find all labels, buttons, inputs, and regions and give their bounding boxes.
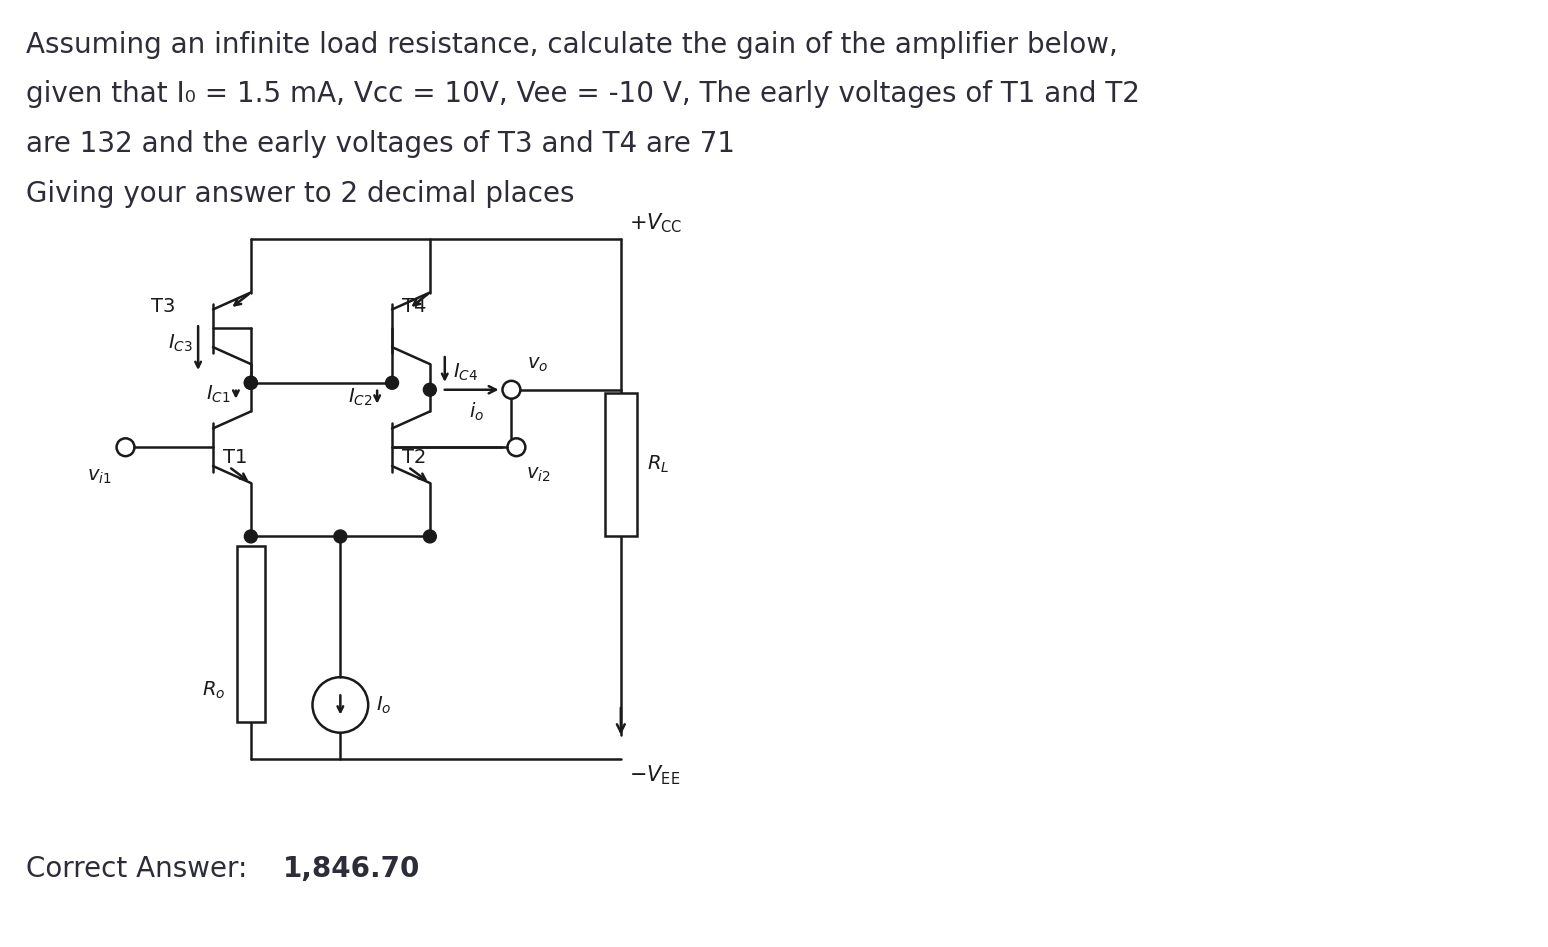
Text: $v_{i2}$: $v_{i2}$	[526, 466, 551, 485]
Text: T2: T2	[402, 448, 426, 467]
Circle shape	[245, 376, 257, 389]
Circle shape	[245, 376, 257, 389]
Text: $I_{C1}$: $I_{C1}$	[206, 384, 231, 405]
Text: Correct Answer:: Correct Answer:	[26, 855, 248, 884]
Text: $I_o$: $I_o$	[376, 694, 392, 716]
Text: $I_{C4}$: $I_{C4}$	[452, 362, 478, 383]
Text: T1: T1	[223, 448, 248, 467]
Bar	[237, 546, 265, 722]
Text: T4: T4	[402, 297, 426, 316]
Text: $R_o$: $R_o$	[201, 679, 224, 701]
Text: $R_L$: $R_L$	[647, 454, 669, 475]
Text: $I_{C3}$: $I_{C3}$	[169, 332, 194, 354]
Circle shape	[424, 530, 437, 543]
Circle shape	[334, 530, 347, 543]
Circle shape	[385, 376, 398, 389]
Text: Giving your answer to 2 decimal places: Giving your answer to 2 decimal places	[26, 180, 574, 207]
Text: $v_o$: $v_o$	[528, 355, 548, 374]
Text: $v_{i1}$: $v_{i1}$	[87, 468, 111, 487]
Text: $i_o$: $i_o$	[469, 401, 485, 422]
Text: $I_{C2}$: $I_{C2}$	[348, 386, 372, 408]
Circle shape	[424, 384, 437, 396]
Text: $-V_{\rm EE}$: $-V_{\rm EE}$	[628, 763, 680, 787]
Circle shape	[245, 530, 257, 543]
Text: T3: T3	[150, 297, 175, 316]
Text: $+V_{\rm CC}$: $+V_{\rm CC}$	[628, 211, 683, 235]
Text: given that I₀ = 1.5 mA, Vcc = 10V, Vee = -10 V, The early voltages of T1 and T2: given that I₀ = 1.5 mA, Vcc = 10V, Vee =…	[26, 80, 1139, 109]
Bar	[605, 393, 636, 536]
Text: are 132 and the early voltages of T3 and T4 are 71: are 132 and the early voltages of T3 and…	[26, 130, 735, 158]
Text: Assuming an infinite load resistance, calculate the gain of the amplifier below,: Assuming an infinite load resistance, ca…	[26, 31, 1118, 59]
Text: 1,846.70: 1,846.70	[283, 855, 420, 884]
